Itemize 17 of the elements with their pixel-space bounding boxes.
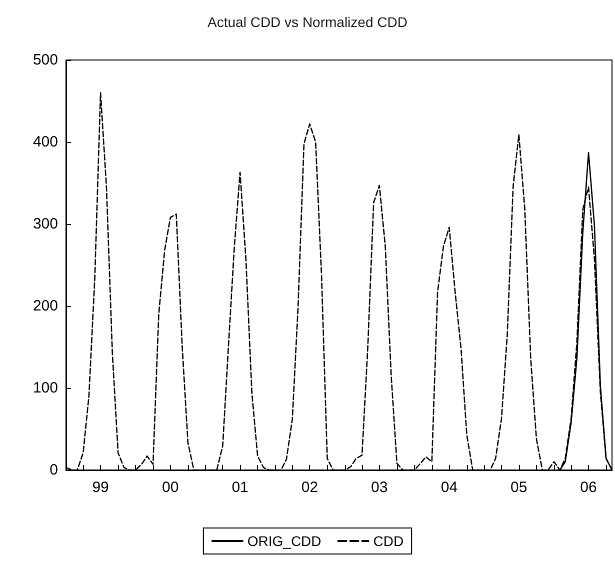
y-tick-label: 300: [32, 216, 58, 232]
chart-title: Actual CDD vs Normalized CDD: [208, 14, 408, 30]
legend-label: CDD: [373, 533, 404, 549]
x-tick-label: 00: [162, 479, 179, 496]
x-tick-label: 05: [510, 479, 528, 496]
x-tick-label: 01: [232, 479, 248, 496]
x-tick-label: 04: [440, 479, 458, 496]
y-tick-label: 400: [32, 134, 58, 150]
x-tick-label: 02: [301, 479, 318, 496]
y-tick-label: 200: [32, 298, 58, 314]
legend-label: ORIG_CDD: [247, 533, 322, 549]
y-tick-label: 500: [32, 52, 58, 68]
x-tick-label: 03: [371, 479, 388, 496]
x-tick-label: 99: [92, 479, 109, 496]
y-tick-label: 100: [32, 380, 58, 396]
x-tick-label: 06: [580, 479, 597, 496]
y-tick-label: 0: [50, 462, 58, 478]
